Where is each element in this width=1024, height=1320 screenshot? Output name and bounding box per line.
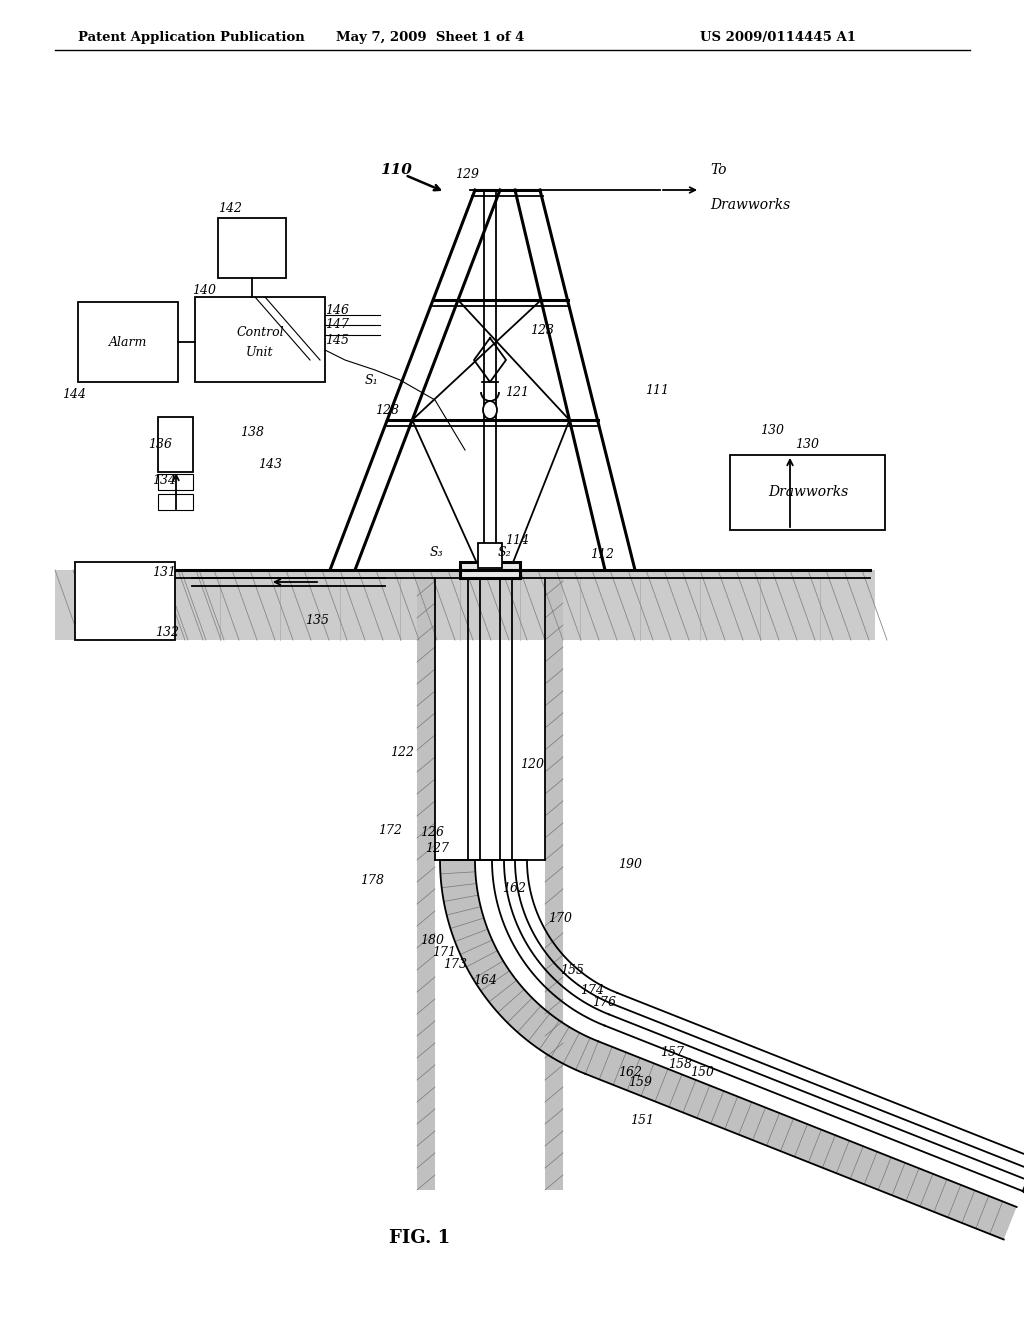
Text: 170: 170 — [548, 912, 572, 924]
Text: US 2009/0114445 A1: US 2009/0114445 A1 — [700, 32, 856, 45]
Text: Drawworks: Drawworks — [710, 198, 791, 213]
Bar — [75, 562, 175, 640]
Text: 171: 171 — [432, 945, 456, 958]
Ellipse shape — [483, 401, 497, 418]
Text: 180: 180 — [420, 933, 444, 946]
Text: 132: 132 — [155, 626, 179, 639]
Text: 114: 114 — [505, 533, 529, 546]
Text: 174: 174 — [580, 983, 604, 997]
Text: 155: 155 — [560, 964, 584, 977]
Text: 122: 122 — [390, 746, 414, 759]
Text: 146: 146 — [325, 304, 349, 317]
Text: FIG. 1: FIG. 1 — [389, 1229, 451, 1247]
Bar — [730, 455, 885, 531]
Text: May 7, 2009  Sheet 1 of 4: May 7, 2009 Sheet 1 of 4 — [336, 32, 524, 45]
Text: 111: 111 — [645, 384, 669, 396]
Bar — [478, 543, 502, 568]
Text: 134: 134 — [152, 474, 176, 487]
Text: 127: 127 — [425, 842, 449, 854]
Text: Drawworks: Drawworks — [768, 484, 848, 499]
Text: 121: 121 — [505, 385, 529, 399]
Bar — [218, 218, 286, 279]
Text: 172: 172 — [378, 824, 402, 837]
Text: 130: 130 — [760, 424, 784, 437]
Text: 147: 147 — [325, 318, 349, 331]
Text: 151: 151 — [630, 1114, 654, 1126]
Text: 150: 150 — [690, 1065, 714, 1078]
Polygon shape — [440, 861, 598, 1074]
Text: Control: Control — [237, 326, 284, 339]
Text: To: To — [710, 162, 726, 177]
Text: Alarm: Alarm — [109, 335, 147, 348]
Text: 120: 120 — [520, 759, 544, 771]
Text: 162: 162 — [618, 1065, 642, 1078]
Text: 138: 138 — [240, 425, 264, 438]
Text: S₁: S₁ — [365, 374, 379, 387]
Bar — [158, 474, 193, 490]
Text: 131: 131 — [152, 565, 176, 578]
Text: 126: 126 — [420, 826, 444, 840]
Text: 158: 158 — [668, 1059, 692, 1072]
Text: 123: 123 — [530, 323, 554, 337]
Text: 173: 173 — [443, 958, 467, 972]
Text: 190: 190 — [618, 858, 642, 871]
Text: 145: 145 — [325, 334, 349, 346]
Text: 159: 159 — [628, 1076, 652, 1089]
Polygon shape — [586, 1041, 1017, 1239]
Bar — [417, 578, 435, 1191]
Bar — [545, 578, 563, 1191]
Bar — [195, 297, 325, 381]
Text: 128: 128 — [375, 404, 399, 417]
Text: 136: 136 — [148, 438, 172, 451]
Bar — [155, 570, 874, 640]
Text: Patent Application Publication: Patent Application Publication — [78, 32, 305, 45]
Text: 142: 142 — [218, 202, 242, 214]
Text: 130: 130 — [795, 438, 819, 451]
Bar — [158, 494, 193, 510]
Text: 157: 157 — [660, 1045, 684, 1059]
Text: 176: 176 — [592, 995, 616, 1008]
Text: 144: 144 — [62, 388, 86, 401]
Text: 178: 178 — [360, 874, 384, 887]
Text: 110: 110 — [380, 162, 412, 177]
Text: 143: 143 — [258, 458, 282, 471]
Text: 140: 140 — [193, 284, 216, 297]
Text: 129: 129 — [455, 169, 479, 181]
Text: 112: 112 — [590, 549, 614, 561]
Bar — [55, 570, 200, 640]
Text: 164: 164 — [473, 974, 497, 986]
Text: 162: 162 — [502, 882, 526, 895]
Bar — [460, 562, 520, 578]
Text: Unit: Unit — [246, 346, 273, 359]
Bar — [158, 417, 193, 473]
Text: S₂: S₂ — [498, 545, 512, 558]
Text: 135: 135 — [305, 614, 329, 627]
Bar — [78, 302, 178, 381]
Polygon shape — [1023, 1159, 1024, 1220]
Text: S₃: S₃ — [430, 545, 443, 558]
